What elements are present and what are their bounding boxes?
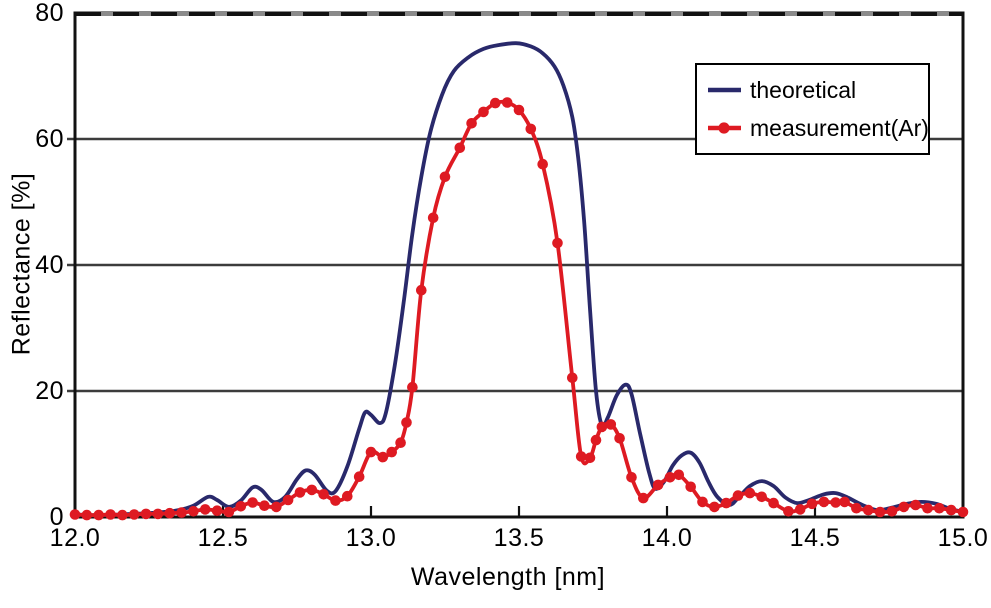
y-tick-label: 60 [35, 125, 64, 153]
theoretical-line-icon [708, 88, 741, 93]
x-axis-title: Wavelength [nm] [410, 563, 606, 591]
y-tick-label: 40 [35, 251, 64, 279]
legend-item-theoretical: theoretical [706, 78, 928, 102]
x-tick-label: 13.5 [493, 524, 545, 552]
legend: theoretical measurement(Ar) [695, 63, 930, 155]
legend-label-theoretical: theoretical [750, 77, 857, 104]
legend-label-measurement: measurement(Ar) [750, 114, 929, 141]
y-tick-label: 0 [49, 503, 64, 531]
y-tick-label: 80 [35, 0, 64, 27]
x-tick-label: 14.0 [641, 524, 693, 552]
legend-item-measurement: measurement(Ar) [706, 114, 929, 141]
x-tick-label: 12.0 [49, 524, 101, 552]
x-tick-label: 12.5 [197, 524, 249, 552]
measurement-marker-icon [708, 122, 741, 134]
x-tick-label: 14.5 [789, 524, 841, 552]
x-tick-label: 15.0 [937, 524, 989, 552]
x-tick-label: 13.0 [345, 524, 397, 552]
y-tick-label: 20 [35, 377, 64, 405]
